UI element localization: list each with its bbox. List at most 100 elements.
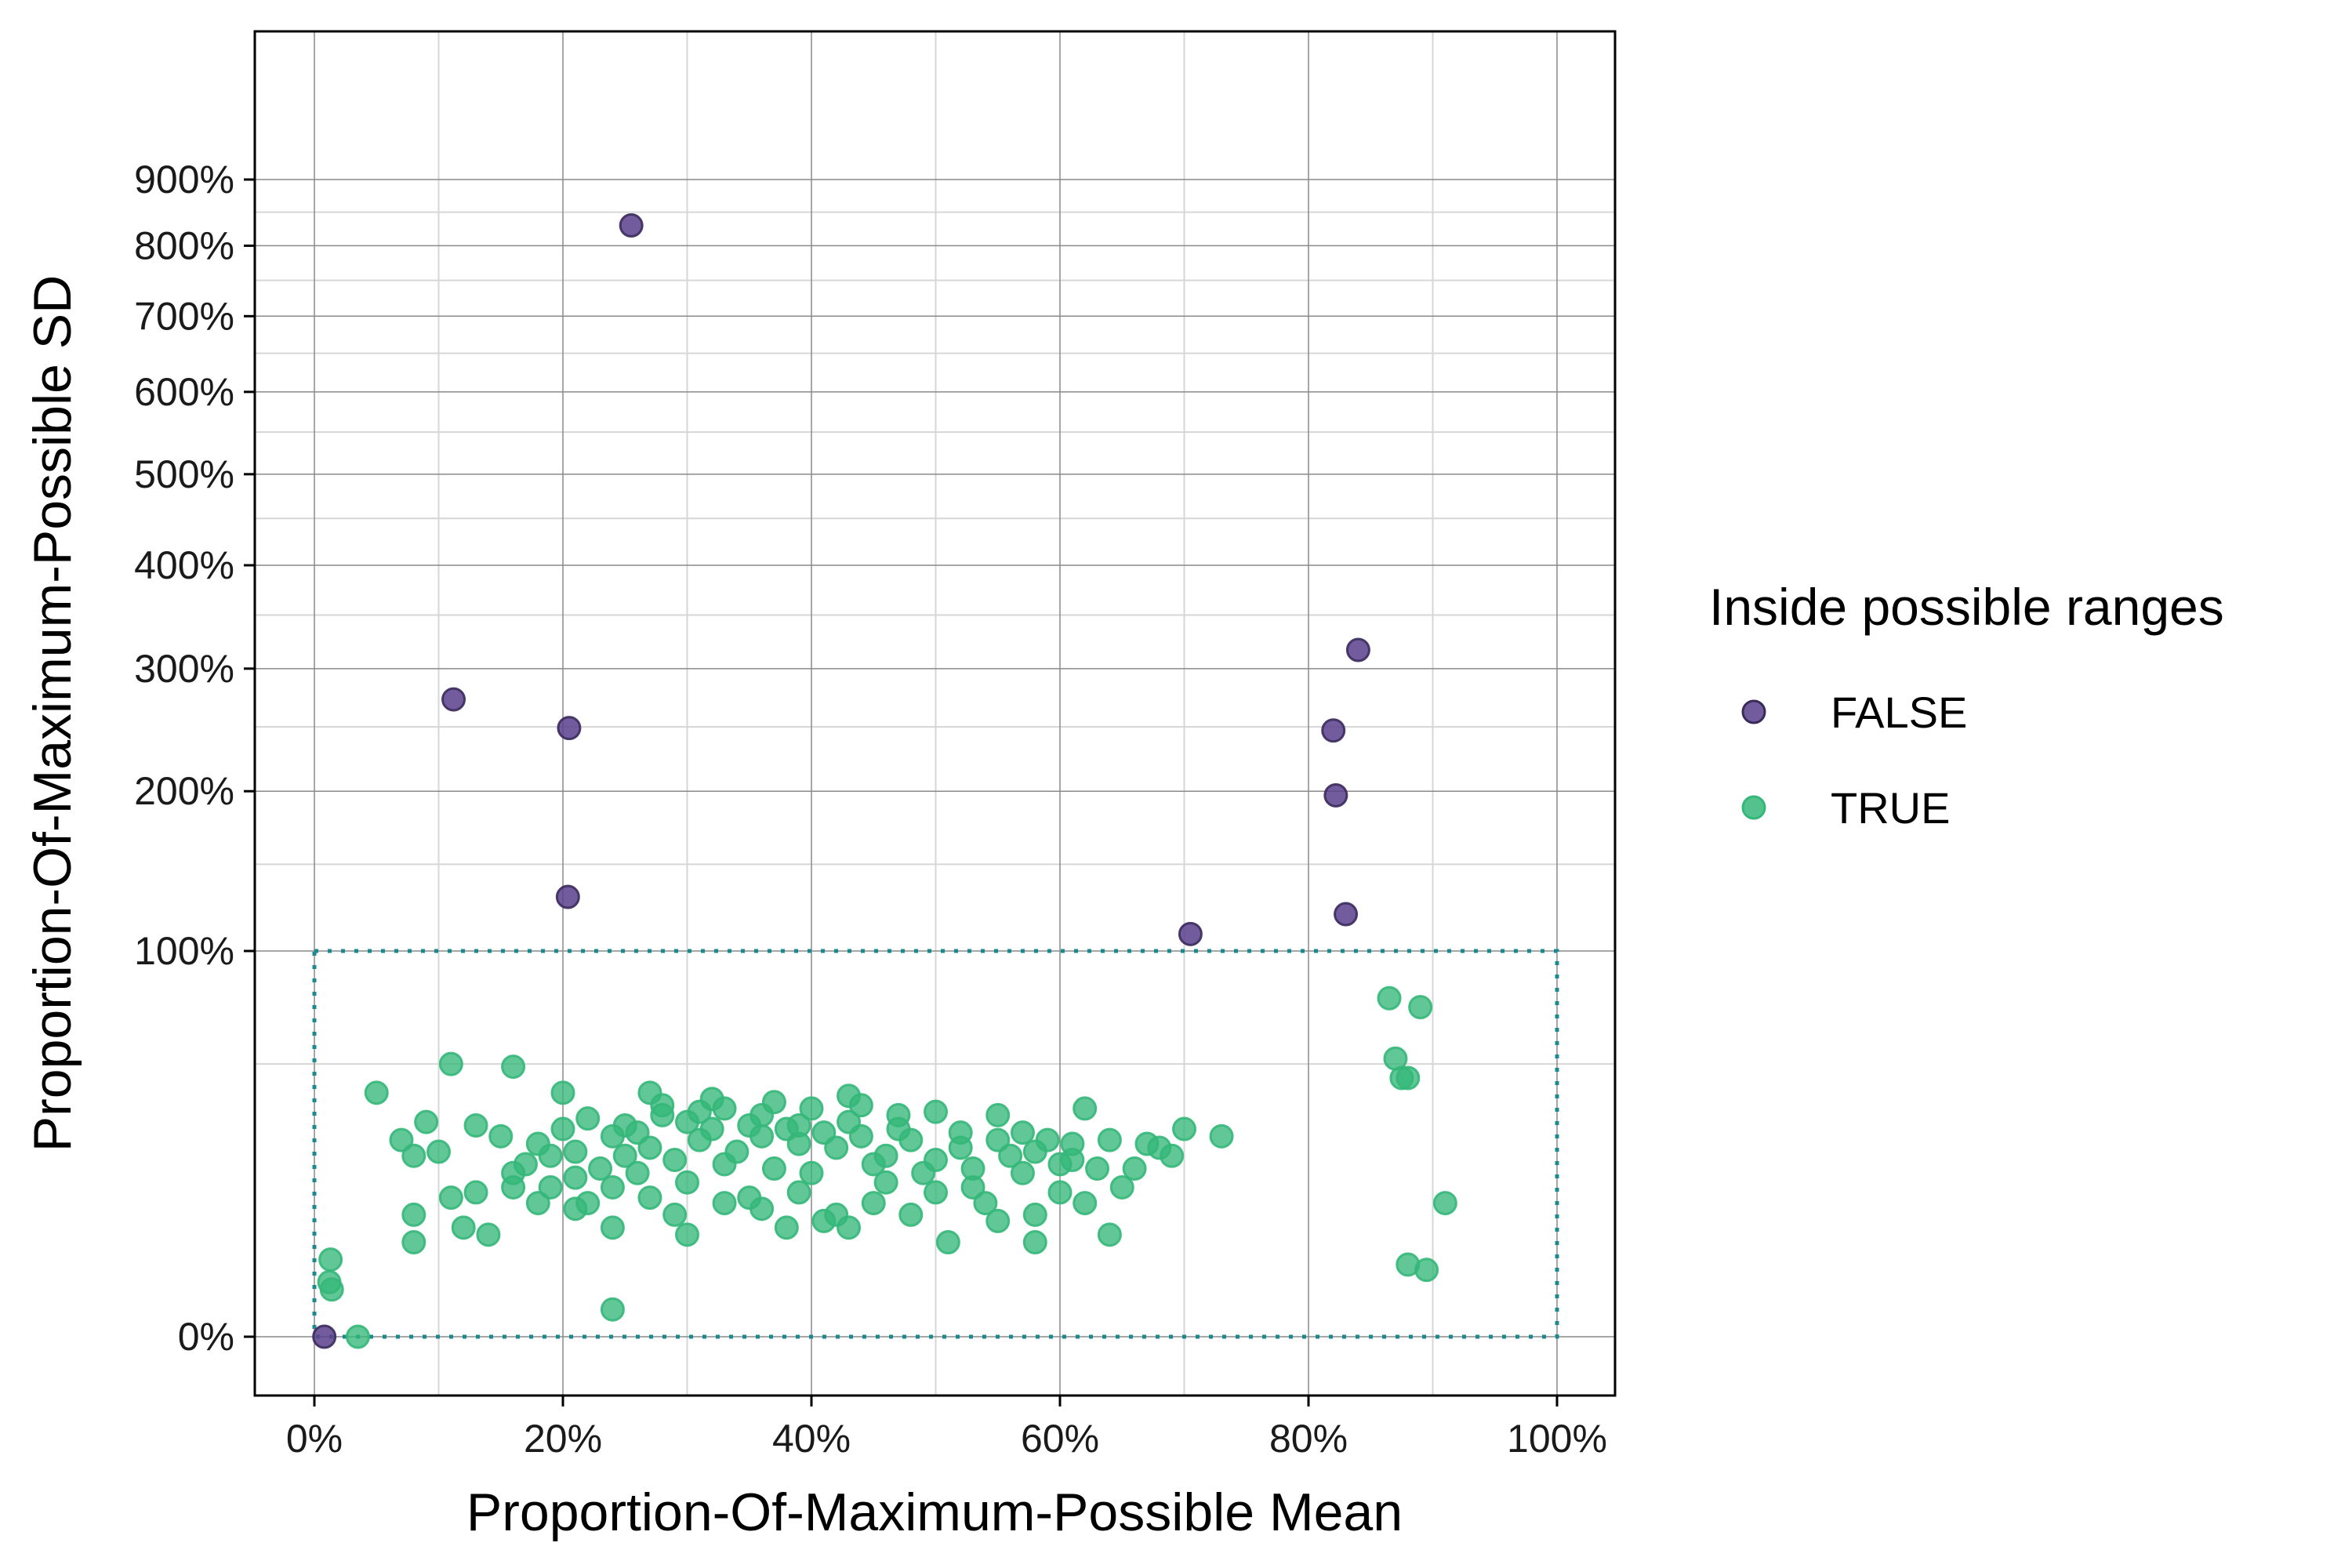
point-true <box>662 1202 688 1227</box>
point-true <box>600 1297 625 1322</box>
point-true <box>837 1215 862 1240</box>
y-tick-label: 0% <box>178 1315 234 1359</box>
point-true <box>824 1135 849 1160</box>
point-true <box>1377 985 1402 1011</box>
point-true <box>600 1215 625 1240</box>
point-true <box>612 1143 637 1168</box>
point-true <box>1097 1222 1122 1247</box>
point-true <box>1408 995 1433 1020</box>
point-false <box>1178 921 1203 946</box>
point-true <box>1060 1148 1085 1173</box>
point-true <box>488 1123 514 1149</box>
point-true <box>712 1096 737 1121</box>
y-tick-label: 100% <box>134 929 234 973</box>
point-true <box>848 1093 873 1118</box>
point-true <box>873 1170 898 1195</box>
point-true <box>1432 1191 1457 1216</box>
point-true <box>501 1160 526 1185</box>
point-true <box>1109 1174 1134 1200</box>
point-true <box>563 1165 588 1190</box>
point-true <box>687 1099 712 1124</box>
y-tick-label: 200% <box>134 769 234 813</box>
point-true <box>563 1139 588 1164</box>
point-true <box>761 1090 786 1115</box>
point-true <box>401 1143 426 1168</box>
plot-panel-border <box>253 30 1617 1397</box>
x-tick-label: 40% <box>772 1417 851 1461</box>
point-true <box>811 1208 837 1233</box>
legend-label-true: TRUE <box>1831 783 1950 833</box>
point-true <box>861 1191 886 1216</box>
point-true <box>960 1174 985 1200</box>
point-true <box>1085 1156 1110 1181</box>
y-tick-label: 800% <box>134 223 234 267</box>
point-true <box>985 1102 1011 1127</box>
point-true <box>1414 1258 1439 1283</box>
point-false <box>555 884 580 909</box>
point-true <box>637 1185 662 1210</box>
point-true <box>1010 1120 1035 1145</box>
legend-swatch-false <box>1741 699 1766 724</box>
y-tick-label: 500% <box>134 452 234 496</box>
point-true <box>985 1208 1011 1233</box>
point-true <box>699 1116 724 1142</box>
point-true <box>1097 1127 1122 1152</box>
point-true <box>712 1191 737 1216</box>
point-true <box>550 1116 575 1142</box>
point-true <box>364 1080 389 1105</box>
point-true <box>799 1096 824 1121</box>
point-true <box>774 1215 799 1240</box>
y-axis-title: Proportion-Of-Maximum-Possible SD <box>23 275 82 1152</box>
point-true <box>563 1196 588 1221</box>
point-true <box>438 1185 463 1210</box>
point-true <box>317 1269 342 1294</box>
data-points <box>312 213 1457 1349</box>
point-false <box>441 687 466 712</box>
legend: Inside possible ranges FALSE TRUE <box>1709 578 2224 833</box>
point-true <box>675 1222 699 1247</box>
point-false <box>312 1324 337 1349</box>
point-true <box>438 1051 463 1076</box>
point-true <box>1047 1180 1073 1205</box>
point-true <box>625 1120 650 1145</box>
point-true <box>924 1099 948 1124</box>
y-tick-label: 700% <box>134 294 234 338</box>
point-true <box>550 1080 575 1105</box>
grid-lines <box>255 31 1615 1396</box>
y-tick-label: 900% <box>134 158 234 201</box>
point-true <box>600 1174 625 1200</box>
x-tick-label: 80% <box>1269 1417 1348 1461</box>
point-false <box>1334 902 1359 927</box>
point-true <box>898 1202 924 1227</box>
point-true <box>625 1160 650 1185</box>
point-false <box>619 213 644 238</box>
x-tick-label: 100% <box>1507 1417 1607 1461</box>
point-true <box>389 1127 414 1152</box>
point-true <box>924 1148 948 1173</box>
point-true <box>538 1143 563 1168</box>
x-tick-label: 20% <box>524 1417 602 1461</box>
point-true <box>1134 1131 1160 1156</box>
point-true <box>401 1229 426 1254</box>
point-true <box>1172 1116 1196 1142</box>
point-true <box>662 1148 688 1173</box>
point-true <box>675 1170 699 1195</box>
point-false <box>1321 718 1346 743</box>
x-tick-label: 60% <box>1021 1417 1099 1461</box>
point-true <box>401 1202 426 1227</box>
y-axis: 0% 100% 200% 300% 400% 500% 600% 700% 800% 900% <box>134 158 255 1359</box>
point-true <box>750 1196 775 1221</box>
point-true <box>1022 1229 1047 1254</box>
point-true <box>1209 1123 1234 1149</box>
point-true <box>600 1123 625 1149</box>
legend-label-false: FALSE <box>1831 688 1967 737</box>
point-true <box>786 1180 811 1205</box>
point-true <box>724 1139 750 1164</box>
point-true <box>650 1102 675 1127</box>
point-true <box>463 1180 488 1205</box>
point-true <box>985 1127 1011 1152</box>
point-false <box>557 716 582 741</box>
x-axis-title: Proportion-Of-Maximum-Possible Mean <box>466 1483 1403 1542</box>
legend-title: Inside possible ranges <box>1709 578 2224 636</box>
